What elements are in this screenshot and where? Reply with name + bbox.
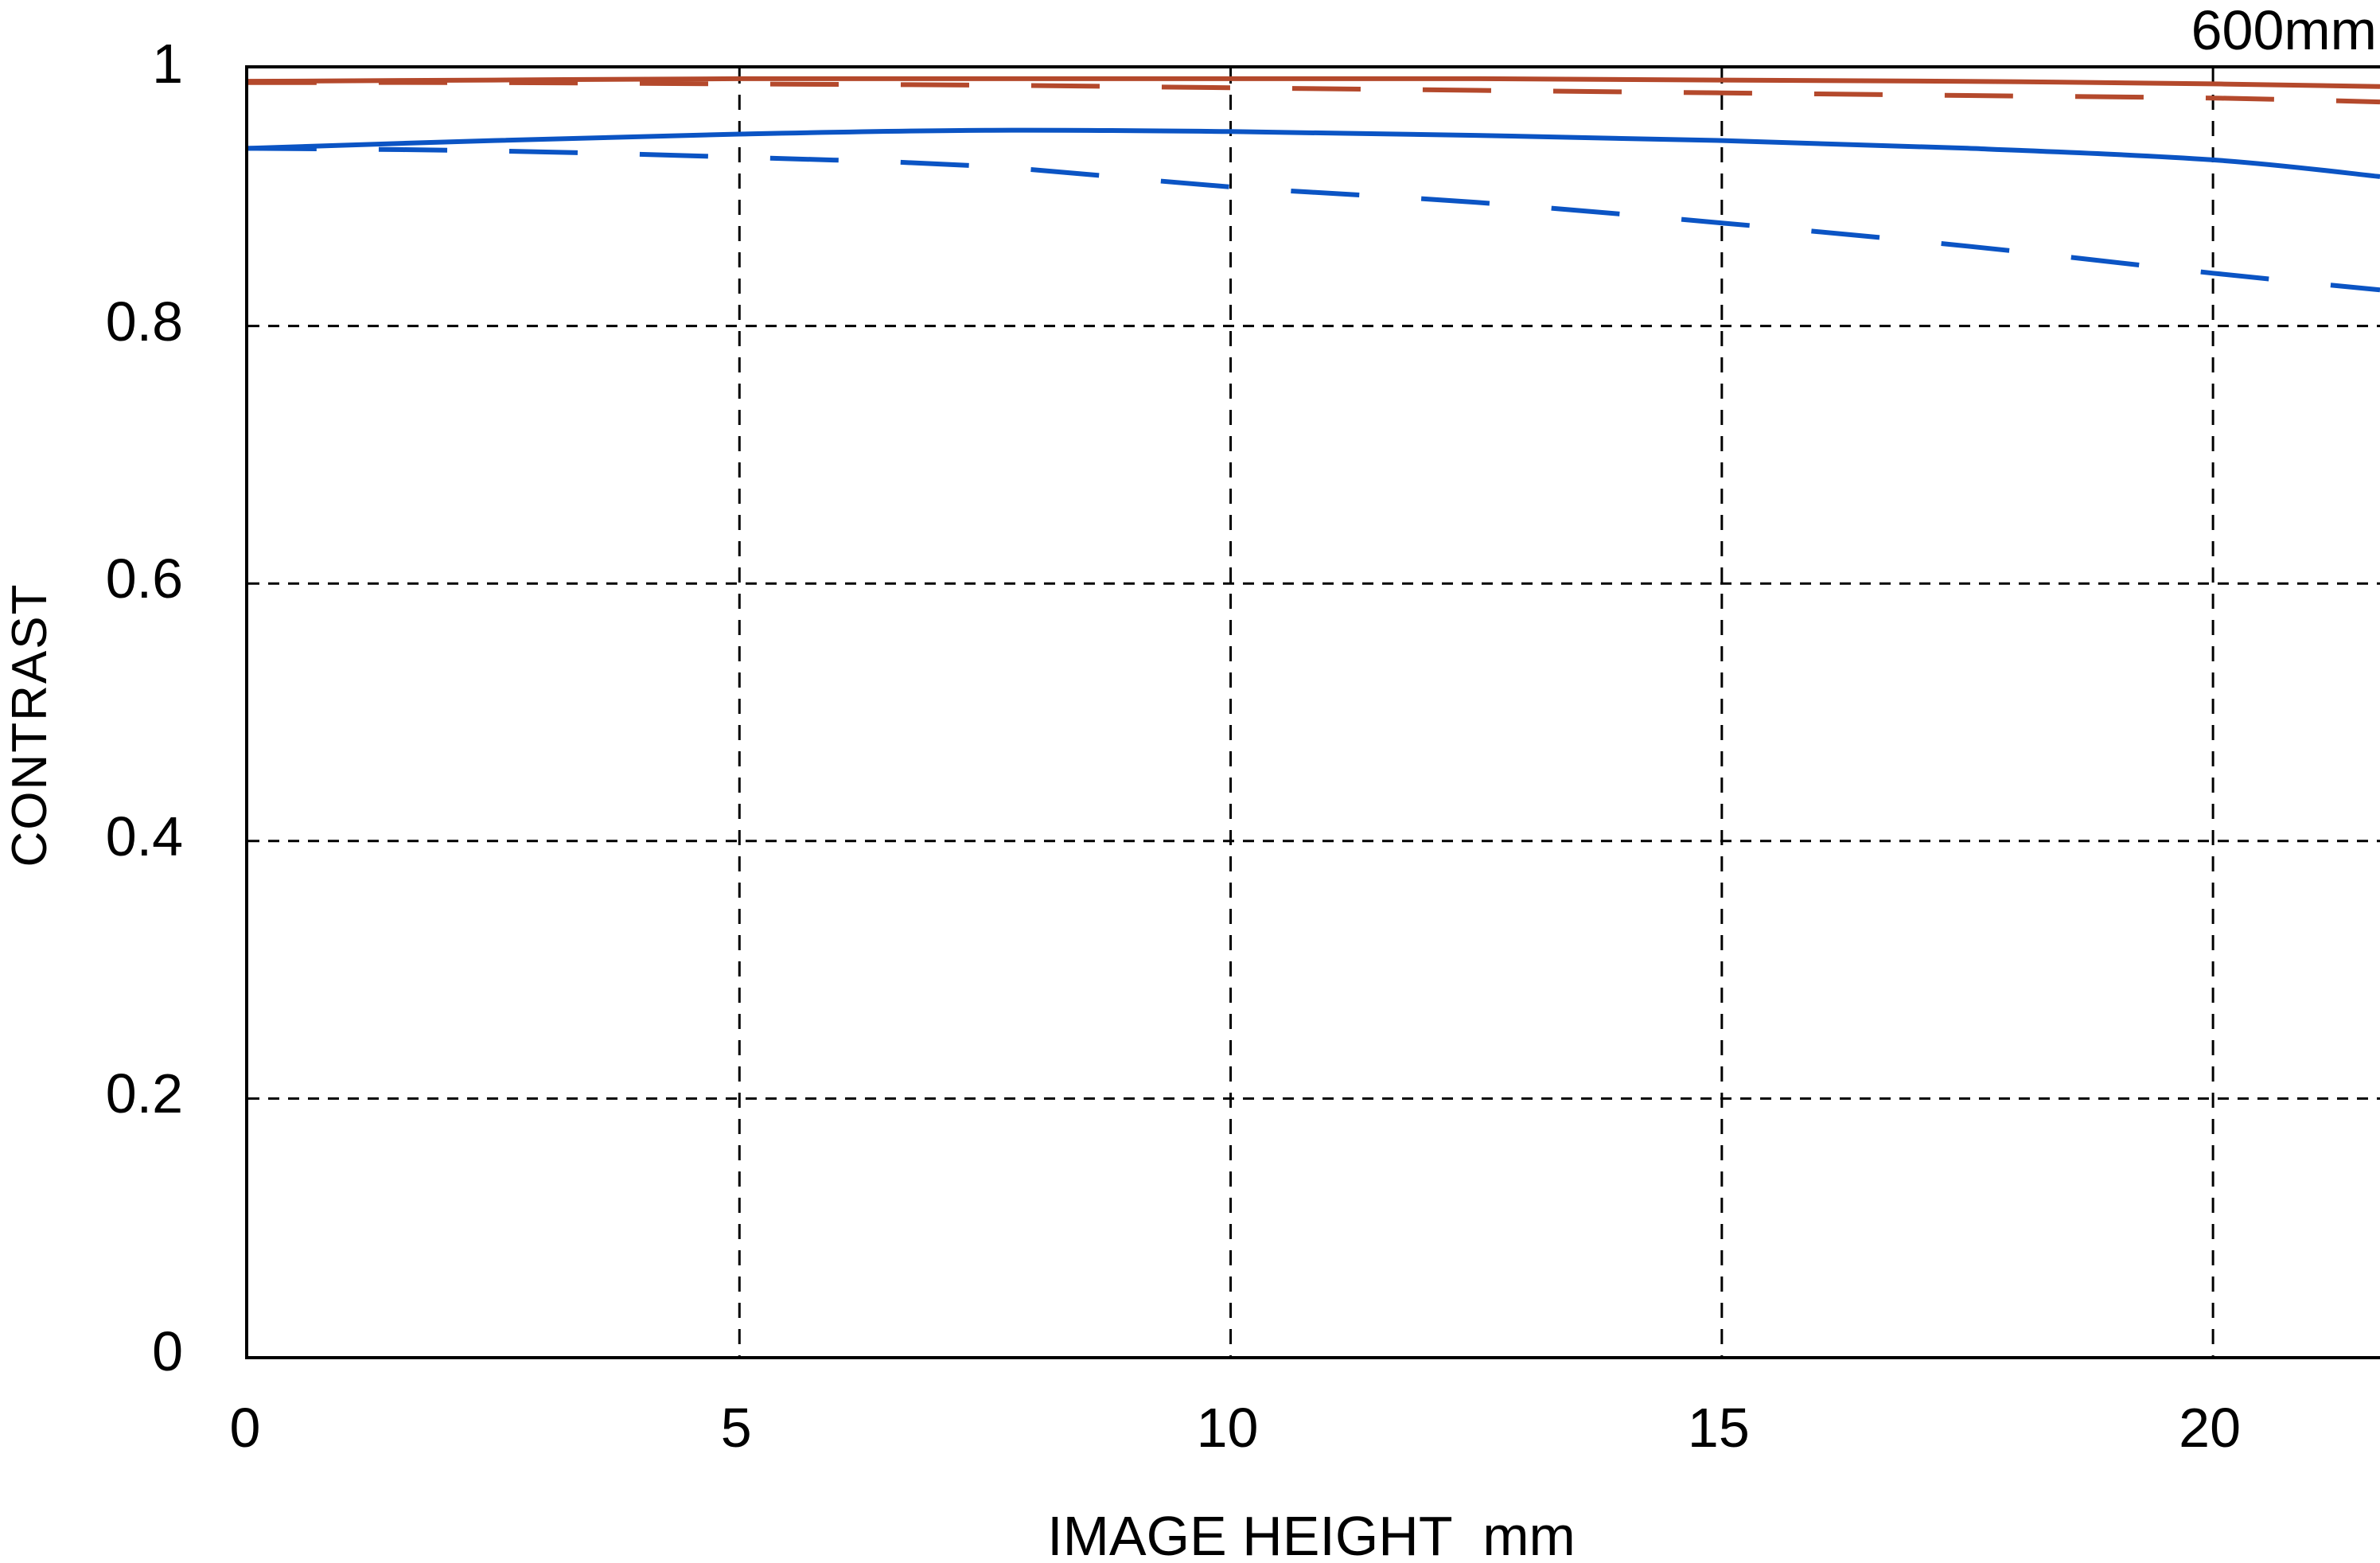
y-tick-label: 0.6 [105,548,183,610]
x-tick-label: 20 [2179,1397,2242,1459]
y-tick-label: 0.4 [105,805,183,867]
x-axis-title: IMAGE HEIGHT mm [1047,1505,1576,1563]
series-red-solid [248,76,2380,89]
y-tick-label: 0.8 [105,290,183,353]
y-tick-label: 0 [152,1320,183,1382]
x-tick-label: 15 [1687,1397,1750,1459]
series-blue-dashed [248,146,2380,293]
x-tick-label: 10 [1196,1397,1259,1459]
y-tick-label: 0.2 [105,1062,183,1125]
y-tick-label: 1 [152,33,183,95]
series-blue-solid [248,127,2380,179]
plot-canvas [248,68,2380,1356]
x-tick-label: 0 [229,1397,261,1459]
plot-area [245,65,2380,1359]
x-tick-label: 5 [720,1397,752,1459]
series-red-dashed [248,80,2380,105]
chart-title-focal-length: 600mm [2191,0,2377,61]
